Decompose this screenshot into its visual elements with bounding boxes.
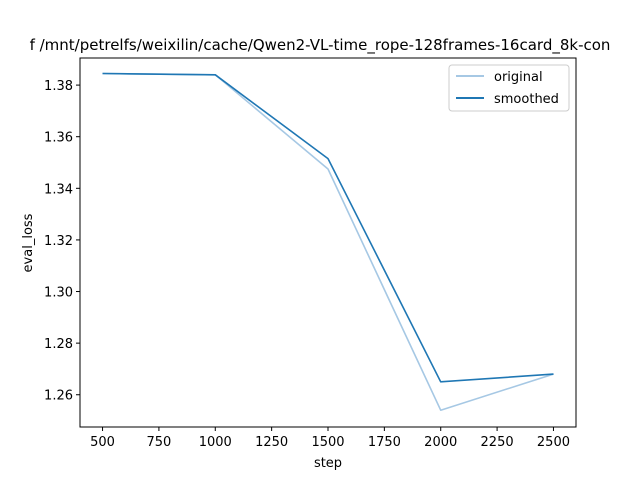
legend-label-smoothed: smoothed (494, 92, 559, 107)
x-axis-ticks: 500 750 1000 1250 1500 1750 2000 2250 2500 (90, 427, 570, 450)
legend: original smoothed (448, 64, 570, 112)
series-layer (102, 72, 554, 412)
y-axis-label: eval_loss (21, 213, 36, 272)
y-tick-label: 1.26 (44, 389, 73, 404)
x-tick-label: 1750 (368, 435, 401, 450)
series-line-original (102, 72, 554, 412)
y-tick-label: 1.32 (44, 234, 73, 249)
x-axis-label: step (314, 456, 342, 471)
legend-label-original: original (494, 70, 543, 85)
y-tick-label: 1.34 (44, 182, 73, 197)
chart-title: f /mnt/petrelfs/weixilin/cache/Qwen2-VL-… (30, 36, 611, 55)
y-tick-label: 1.28 (44, 337, 73, 352)
y-tick-label: 1.36 (44, 131, 73, 146)
x-tick-label: 2500 (537, 435, 570, 450)
series-line-smoothed (102, 72, 554, 383)
y-tick-label: 1.30 (44, 286, 73, 301)
y-tick-label: 1.38 (44, 79, 73, 94)
plot-area (79, 57, 577, 428)
y-axis-ticks: 1.26 1.28 1.30 1.32 1.34 1.36 1.38 (44, 79, 80, 404)
x-tick-label: 1250 (255, 435, 288, 450)
x-tick-label: 1500 (311, 435, 344, 450)
x-tick-label: 500 (90, 435, 115, 450)
x-tick-label: 750 (146, 435, 171, 450)
x-tick-label: 1000 (199, 435, 232, 450)
x-tick-label: 2000 (424, 435, 457, 450)
x-tick-label: 2250 (481, 435, 514, 450)
